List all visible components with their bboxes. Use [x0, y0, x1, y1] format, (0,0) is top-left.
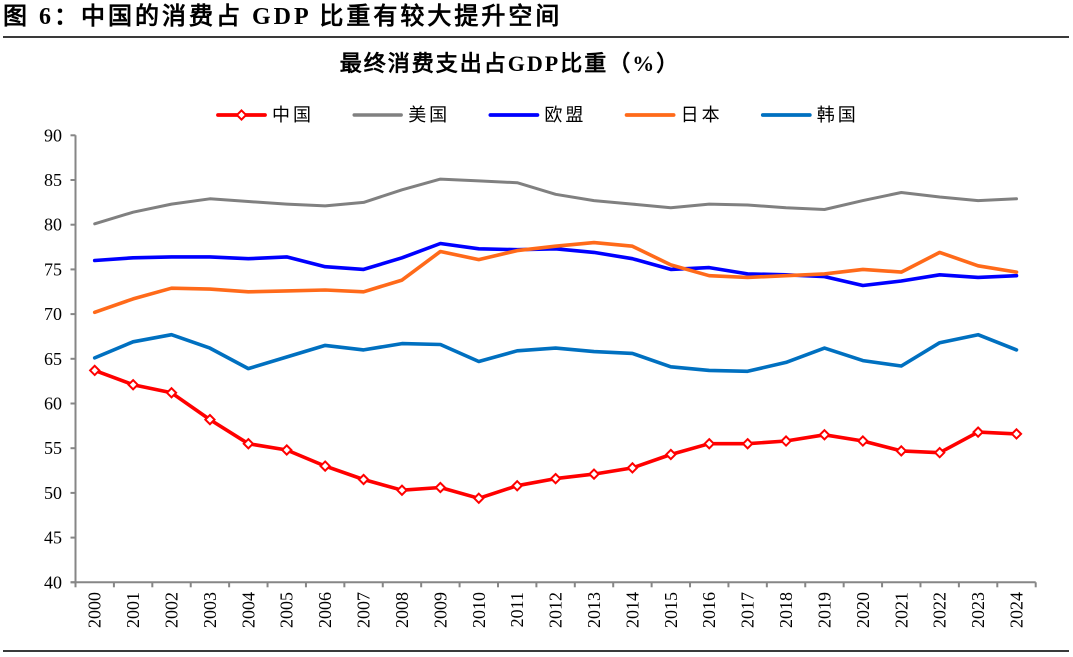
data-point-marker-china	[127, 378, 140, 391]
y-tick-label: 80	[44, 215, 62, 235]
x-tick-label: 2003	[200, 592, 220, 628]
x-tick-label: 2024	[1006, 592, 1026, 628]
top-divider	[3, 36, 1069, 38]
data-point-marker-china	[88, 364, 101, 377]
data-point-marker-china	[780, 435, 793, 448]
x-tick-label: 2019	[814, 592, 834, 628]
data-point-marker-china	[165, 386, 178, 399]
data-point-marker-china	[242, 437, 255, 450]
legend-label-korea: 韩国	[817, 105, 859, 125]
series-line-eu	[92, 241, 1019, 288]
y-tick-label: 50	[44, 483, 62, 503]
x-tick-label: 2009	[430, 592, 450, 628]
plot-area	[88, 177, 1023, 505]
data-point-marker-china	[741, 437, 754, 450]
data-point-marker-china	[1010, 427, 1023, 440]
legend-item-eu: 欧盟	[488, 105, 586, 125]
x-tick-label: 2011	[507, 592, 527, 627]
x-tick-label: 2014	[622, 592, 642, 628]
chart-title: 最终消费支出占GDP比重（%）	[340, 51, 680, 76]
x-tick-label: 2022	[930, 592, 950, 628]
x-tick-label: 2021	[891, 592, 911, 628]
x-tick-label: 2002	[162, 592, 182, 628]
series-japan	[92, 240, 1019, 315]
x-tick-label: 2006	[315, 592, 335, 628]
y-tick-label: 55	[44, 438, 62, 458]
legend-item-japan: 日本	[624, 105, 723, 125]
legend-label-china: 中国	[272, 105, 314, 125]
x-tick-label: 2001	[123, 592, 143, 628]
y-tick-label: 85	[44, 170, 62, 190]
data-point-marker-china	[626, 461, 639, 474]
y-tick-label: 60	[44, 394, 62, 414]
legend-item-korea: 韩国	[760, 105, 859, 125]
data-point-marker-china	[395, 484, 408, 497]
data-point-marker-china	[664, 448, 677, 461]
data-point-marker-china	[703, 437, 716, 450]
series-china	[88, 364, 1023, 505]
legend-item-china: 中国	[216, 105, 314, 125]
data-point-marker-china	[587, 468, 601, 481]
y-tick-label: 45	[44, 528, 62, 548]
data-point-marker-china	[895, 444, 908, 457]
y-tick-label: 40	[44, 572, 62, 592]
x-tick-label: 2017	[738, 592, 758, 628]
series-korea	[92, 332, 1019, 374]
series-line-japan	[92, 240, 1019, 315]
x-tick-label: 2013	[584, 592, 604, 628]
series-usa	[93, 177, 1018, 226]
data-point-marker-china	[511, 479, 524, 492]
figure-caption: 图 6：中国的消费占 GDP 比重有较大提升空间	[3, 4, 563, 30]
x-tick-label: 2012	[546, 592, 566, 628]
x-tick-label: 2000	[85, 592, 105, 628]
x-tick-label: 2016	[699, 592, 719, 628]
series-eu	[92, 241, 1019, 288]
x-tick-label: 2015	[661, 592, 681, 628]
axes: 40 45 50 55 60 65 70 75 80 85 90 2000 2001 2002 2003 20…	[44, 125, 1037, 628]
series-line-usa	[93, 177, 1018, 226]
y-tick-label: 75	[44, 259, 62, 279]
legend: 中国 美国 欧盟 日本 韩国	[216, 105, 859, 125]
data-point-marker-china	[357, 473, 370, 486]
legend-label-usa: 美国	[408, 105, 450, 125]
data-point-marker-china	[933, 446, 946, 459]
bottom-divider	[3, 650, 1069, 652]
data-point-marker-china	[319, 460, 332, 473]
legend-label-japan: 日本	[681, 105, 723, 125]
legend-item-usa: 美国	[352, 105, 450, 125]
y-tick-label: 70	[44, 304, 62, 324]
data-point-marker-china	[280, 443, 293, 457]
data-point-marker-china	[549, 472, 562, 485]
data-point-marker-china	[203, 413, 216, 426]
x-tick-label: 2010	[469, 592, 489, 628]
x-tick-label: 2008	[392, 592, 412, 628]
data-point-marker-china	[472, 492, 485, 505]
x-tick-label: 2018	[776, 592, 796, 628]
data-point-marker-china	[972, 426, 985, 439]
legend-marker-icon	[235, 108, 248, 122]
y-tick-label: 65	[44, 349, 62, 369]
x-tick-label: 2020	[853, 592, 873, 628]
y-tick-label: 90	[44, 125, 62, 145]
data-point-marker-china	[434, 481, 447, 494]
data-point-marker-china	[818, 428, 831, 441]
x-tick-label: 2007	[354, 592, 374, 628]
x-tick-label: 2023	[968, 592, 988, 628]
series-line-korea	[92, 332, 1019, 374]
x-tick-label: 2004	[238, 592, 258, 628]
legend-label-eu: 欧盟	[544, 105, 586, 125]
x-tick-label: 2005	[277, 592, 297, 628]
data-point-marker-china	[856, 435, 869, 448]
